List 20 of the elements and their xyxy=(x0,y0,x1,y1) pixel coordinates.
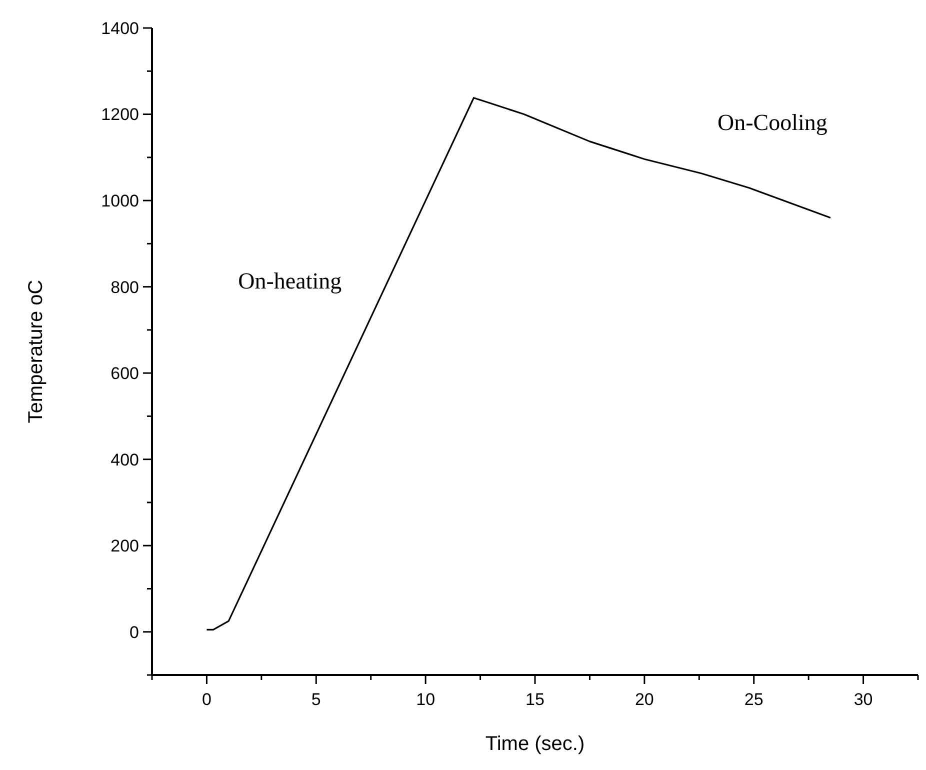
x-tick-label: 15 xyxy=(526,690,544,709)
y-tick-label: 1000 xyxy=(101,191,139,210)
x-tick-label: 20 xyxy=(634,690,654,709)
x-axis-title: Time (sec.) xyxy=(485,733,585,755)
y-tick-label: 800 xyxy=(110,278,139,297)
y-tick-label: 1200 xyxy=(101,105,139,124)
annotation: On-Cooling xyxy=(718,110,828,135)
y-tick-label: 0 xyxy=(130,622,139,642)
y-tick-label: 1400 xyxy=(101,18,139,38)
x-tick-label: 30 xyxy=(854,690,873,709)
x-tick-label: 0 xyxy=(202,690,212,709)
x-tick-label: 5 xyxy=(311,690,321,709)
annotation: On-heating xyxy=(238,268,342,294)
line-series xyxy=(206,97,832,631)
x-tick-label: 10 xyxy=(416,690,436,709)
y-tick-label: 400 xyxy=(110,450,139,470)
y-axis-title: Temperature oC xyxy=(25,280,47,424)
y-tick-label: 200 xyxy=(110,536,139,556)
x-tick-label: 25 xyxy=(744,690,764,709)
y-tick-label: 600 xyxy=(110,364,139,384)
